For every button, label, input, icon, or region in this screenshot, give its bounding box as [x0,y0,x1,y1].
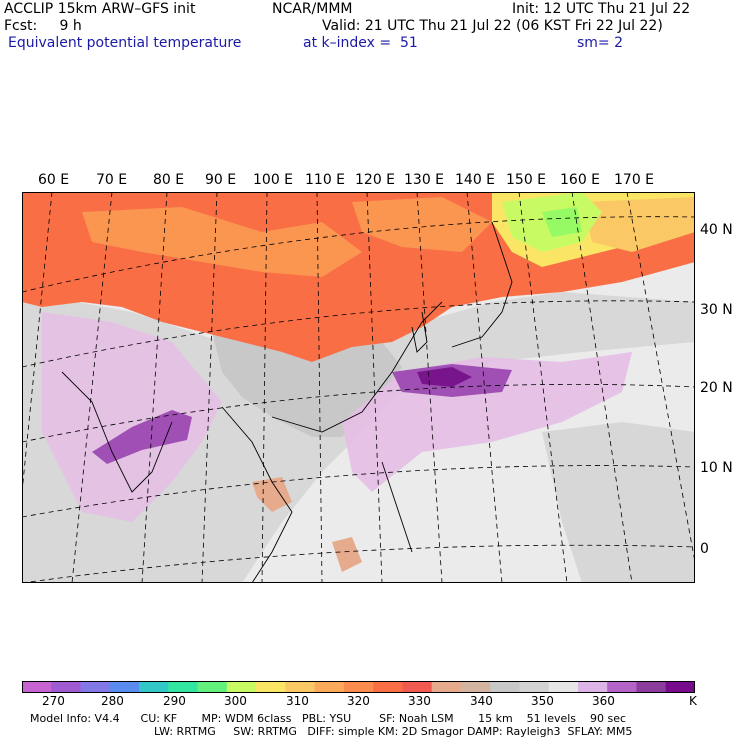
field-name: Equivalent potential temperature [8,35,242,51]
coastline-philippines [381,461,413,553]
lon-line [316,192,323,583]
valid-time: Valid: 21 UTC Thu 21 Jul 22 (06 KST Fri … [322,18,663,34]
colorbar-label: 310 [286,694,309,708]
colorbar-swatch [256,681,286,693]
colorbar-swatch [665,681,695,693]
lon-line [518,192,568,583]
physics-info: LW: RRTMG SW: RRTMG DIFF: simple KM: 2D … [154,725,633,738]
colorbar-swatch [343,681,374,693]
pink-bengal [42,312,222,522]
colorbar-swatch [80,681,111,693]
lat-label: 30 N [700,302,733,318]
colorbar-label: 360 [592,694,615,708]
green-region [542,207,582,237]
colorbar-swatch [51,681,82,693]
lat-label: 20 N [700,380,733,396]
colorbar-swatch [168,681,199,693]
colorbar-swatch [431,681,462,693]
colorbar-swatch [109,681,140,693]
gray-land-china [212,332,402,437]
coastline-japan [451,221,513,348]
colorbar-label: 330 [408,694,431,708]
lat-line-0 [22,544,695,583]
colorbar-swatch [197,681,228,693]
tan-region [252,477,292,512]
lon-label: 170 E [614,172,655,188]
model-info: Model Info: V4.4 CU: KF MP: WDM 6class P… [30,712,627,725]
colorbar-label: 350 [531,694,554,708]
level-index: at k–index = 51 [303,35,418,51]
colorbar-frame [22,681,695,693]
coastline-india [61,371,173,493]
lon-line [141,192,168,583]
producer-label: NCAR/MMM [272,1,353,17]
orange-yellow-region [582,197,695,252]
lon-label: 140 E [455,172,496,188]
colorbar-swatch [636,681,667,693]
colorbar-swatch [548,681,579,693]
colorbar-label: 300 [224,694,247,708]
colorbar-swatch [460,681,491,693]
colorbar-swatch [139,681,169,693]
dark-purple-pacific [417,367,472,387]
lon-line [466,192,503,583]
colorbar-swatch [577,681,608,693]
lon-label: 110 E [305,172,346,188]
lon-label: 100 E [253,172,294,188]
colorbar-unit: K [689,694,697,708]
graticule [22,192,695,583]
colorbar-label: 320 [347,694,370,708]
colorbar-swatch [373,681,403,693]
init-time: Init: 12 UTC Thu 21 Jul 22 [512,1,691,17]
lon-label: 150 E [506,172,547,188]
colorbar-swatch [314,681,345,693]
theta-e-map [22,192,695,583]
map-frame [22,192,695,583]
coastline-indochina [221,406,293,583]
forecast-hour: Fcst: 9 h [4,18,82,34]
purple-bengal [92,410,192,464]
colorbar-label: 270 [42,694,65,708]
lon-line [201,192,218,583]
lon-label: 160 E [560,172,601,188]
lon-label: 130 E [404,172,445,188]
tan-region [332,537,362,572]
lon-label: 90 E [205,172,237,188]
lat-line-10 [22,465,695,518]
colorbar-swatch [285,681,316,693]
lat-label: 40 N [700,222,733,238]
lon-label: 60 E [38,172,70,188]
lon-label: 120 E [355,172,396,188]
gray-pacific [542,422,695,583]
coastline-korea [411,311,428,353]
lon-line [571,192,633,583]
colorbar-swatch [402,681,433,693]
colorbar-swatch [226,681,257,693]
orange-light-patch [352,197,492,252]
lon-line [416,192,443,583]
lon-line [261,192,268,583]
colorbar-label: 280 [101,694,124,708]
colorbar-label: 340 [470,694,493,708]
lon-line [366,192,383,583]
lon-label: 70 E [96,172,128,188]
lat-label: 0 [700,541,709,557]
lat-label: 10 N [700,460,733,476]
lon-label: 80 E [153,172,185,188]
colorbar-swatch [519,681,550,693]
colorbar-swatch [607,681,637,693]
colorbar-label: 290 [163,694,186,708]
lon-line [71,192,113,583]
orange-light-patch [82,207,362,277]
smoothing: sm= 2 [577,35,624,51]
colorbar-swatch [490,681,520,693]
colorbar-swatch [22,681,52,693]
model-title: ACCLIP 15km ARW–GFS init [4,1,196,17]
colorbar [22,681,695,693]
